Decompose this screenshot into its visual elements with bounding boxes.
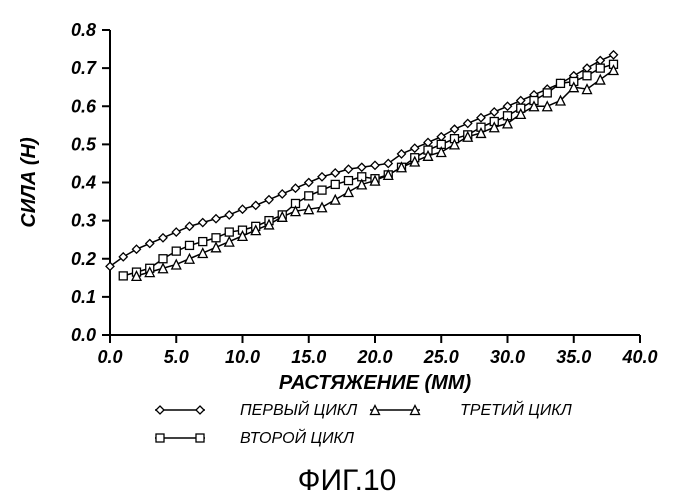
ytick-label: 0.7 <box>71 58 97 78</box>
x-axis-label: РАСТЯЖЕНИЕ (ММ) <box>279 372 472 394</box>
ytick-label: 0.5 <box>71 134 97 154</box>
ytick-label: 0.3 <box>71 211 96 231</box>
legend-label: ТРЕТИЙ ЦИКЛ <box>460 400 572 419</box>
legend-label: ВТОРОЙ ЦИКЛ <box>240 428 354 447</box>
figure-container: { "chart": { "type": "line", "width": 69… <box>0 0 695 500</box>
y-axis-label: СИЛА (Н) <box>18 137 40 228</box>
xtick-label: 0.0 <box>97 347 122 367</box>
xtick-label: 35.0 <box>556 347 591 367</box>
ytick-label: 0.1 <box>71 287 96 307</box>
xtick-label: 10.0 <box>225 347 260 367</box>
figure-caption: ФИГ.10 <box>298 464 397 497</box>
xtick-label: 5.0 <box>164 347 189 367</box>
ytick-label: 0.8 <box>71 20 96 40</box>
xtick-label: 15.0 <box>291 347 326 367</box>
xtick-label: 40.0 <box>621 347 657 367</box>
ytick-label: 0.0 <box>71 325 96 345</box>
ytick-label: 0.2 <box>71 249 96 269</box>
ytick-label: 0.6 <box>71 96 97 116</box>
force-extension-chart: 0.0 0.1 0.2 0.3 0.4 0.5 0.6 0.7 0.8 0.0 5.0 10.0 15.… <box>0 0 695 500</box>
xtick-label: 25.0 <box>423 347 459 367</box>
xtick-label: 20.0 <box>356 347 392 367</box>
ytick-label: 0.4 <box>71 173 96 193</box>
xtick-label: 30.0 <box>490 347 525 367</box>
legend-label: ПЕРВЫЙ ЦИКЛ <box>240 400 357 419</box>
